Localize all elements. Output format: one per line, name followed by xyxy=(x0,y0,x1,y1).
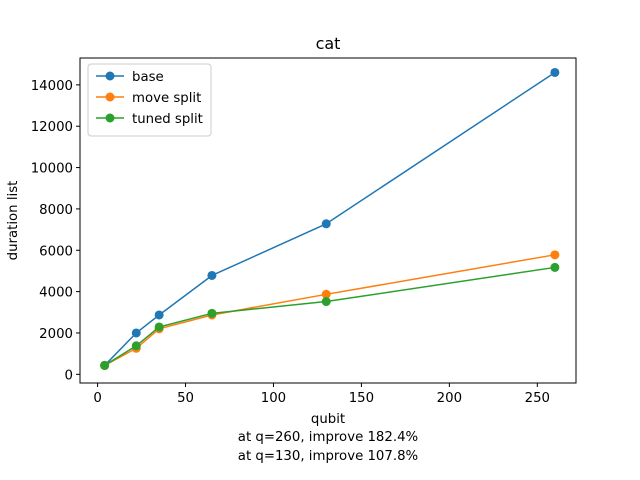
data-point-base xyxy=(207,270,217,280)
data-point-tuned-split xyxy=(550,262,560,272)
series-line-move-split xyxy=(104,254,556,367)
data-point-move-split xyxy=(550,250,560,260)
data-point-base xyxy=(321,219,331,229)
legend-label-move-split: move split xyxy=(132,91,201,106)
y-tick-label: 10000 xyxy=(31,162,73,177)
legend: base move split tuned split xyxy=(87,63,212,137)
legend-label-base: base xyxy=(132,70,164,85)
series-line-tuned-split xyxy=(104,266,556,367)
data-point-base xyxy=(550,67,560,77)
series-line-base xyxy=(104,71,556,366)
axes-frame xyxy=(79,57,577,384)
chart-title: cat xyxy=(316,34,341,53)
data-point-tuned-split xyxy=(131,341,141,351)
data-point-tuned-split xyxy=(100,360,110,370)
x-tick-label: 50 xyxy=(177,391,194,406)
y-tick-label: 2000 xyxy=(39,327,73,342)
y-tick-label: 6000 xyxy=(39,244,73,259)
legend-marker-base xyxy=(105,71,115,81)
legend-marker-move-split xyxy=(105,92,115,102)
y-tick-label: 4000 xyxy=(39,286,73,301)
annotation-improve-q130: at q=130, improve 107.8% xyxy=(238,449,418,464)
y-tick-label: 12000 xyxy=(31,120,73,135)
plot-area xyxy=(100,67,560,370)
x-tick-label: 0 xyxy=(93,391,101,406)
x-tick-label: 250 xyxy=(525,391,550,406)
data-point-move-split xyxy=(321,289,331,299)
y-tick-label: 0 xyxy=(65,368,73,383)
data-point-tuned-split xyxy=(321,297,331,307)
y-axis-ticks: 0 2000 4000 6000 8000 10000 12000 14000 xyxy=(31,79,80,383)
x-tick-label: 200 xyxy=(437,391,462,406)
y-axis-label: duration list xyxy=(6,181,21,261)
legend-label-tuned-split: tuned split xyxy=(132,112,203,127)
data-point-tuned-split xyxy=(154,322,164,332)
legend-marker-tuned-split xyxy=(105,113,115,123)
x-axis-ticks: 0 50 100 150 200 250 xyxy=(93,383,550,406)
data-point-base xyxy=(154,310,164,320)
x-tick-label: 100 xyxy=(261,391,286,406)
data-point-base xyxy=(131,328,141,338)
x-axis-label: qubit xyxy=(311,412,345,427)
data-point-tuned-split xyxy=(207,308,217,318)
x-tick-label: 150 xyxy=(349,391,374,406)
y-tick-label: 14000 xyxy=(31,79,73,94)
annotation-improve-q260: at q=260, improve 182.4% xyxy=(238,430,418,445)
y-tick-label: 8000 xyxy=(39,203,73,218)
